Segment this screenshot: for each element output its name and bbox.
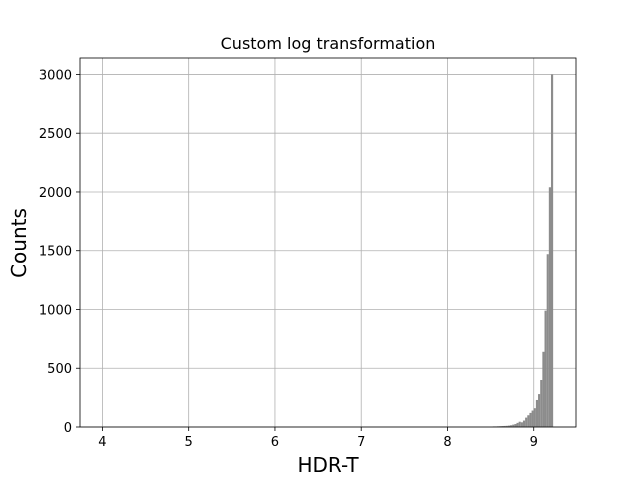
histogram-bar (531, 410, 534, 427)
y-tick-label: 500 (47, 362, 72, 377)
histogram-bar (507, 425, 511, 427)
histogram-bar (512, 424, 515, 427)
x-tick-label: 8 (443, 435, 451, 450)
axis-ticks: 4 5 6 7 8 9 0 500 1000 1500 2000 2500 3000 (39, 68, 538, 450)
histogram-bar (520, 422, 523, 427)
histogram-bar (510, 425, 513, 427)
histogram-bar (518, 421, 521, 427)
histogram-bar (503, 425, 506, 427)
grid-lines (80, 58, 576, 428)
histogram-bars (492, 74, 554, 427)
chart-title: Custom log transformation (221, 34, 436, 53)
y-tick-label: 1000 (39, 303, 72, 318)
y-tick-label: 2000 (39, 186, 72, 201)
histogram-bar (540, 379, 543, 427)
histogram-bar (548, 187, 551, 427)
x-tick-label: 7 (357, 435, 365, 450)
histogram-bar (544, 310, 547, 427)
histogram-bar (533, 408, 536, 427)
x-tick-label: 9 (530, 435, 538, 450)
histogram-bar (535, 399, 539, 427)
histogram-bar (529, 412, 532, 427)
x-tick-label: 4 (98, 435, 106, 450)
y-tick-label: 1500 (39, 245, 72, 260)
x-tick-label: 5 (185, 435, 193, 450)
histogram-bar (499, 426, 502, 427)
histogram-bar (525, 417, 528, 427)
y-axis-label: Counts (7, 208, 31, 278)
y-tick-label: 0 (64, 421, 72, 436)
histogram-bar (538, 394, 541, 427)
histogram-bar (514, 424, 517, 427)
histogram-bar (546, 254, 549, 427)
x-tick-label: 6 (271, 435, 279, 450)
histogram-bar (501, 426, 504, 427)
histogram-bar (550, 74, 554, 427)
y-tick-label: 3000 (39, 68, 72, 83)
histogram-bar (527, 415, 530, 427)
histogram-bar (505, 425, 508, 427)
y-tick-label: 2500 (39, 127, 72, 142)
histogram-bar (516, 422, 519, 427)
plot-frame (79, 57, 577, 428)
histogram-bar (522, 420, 526, 427)
histogram-bar (542, 351, 545, 427)
x-axis-label: HDR-T (297, 453, 359, 477)
